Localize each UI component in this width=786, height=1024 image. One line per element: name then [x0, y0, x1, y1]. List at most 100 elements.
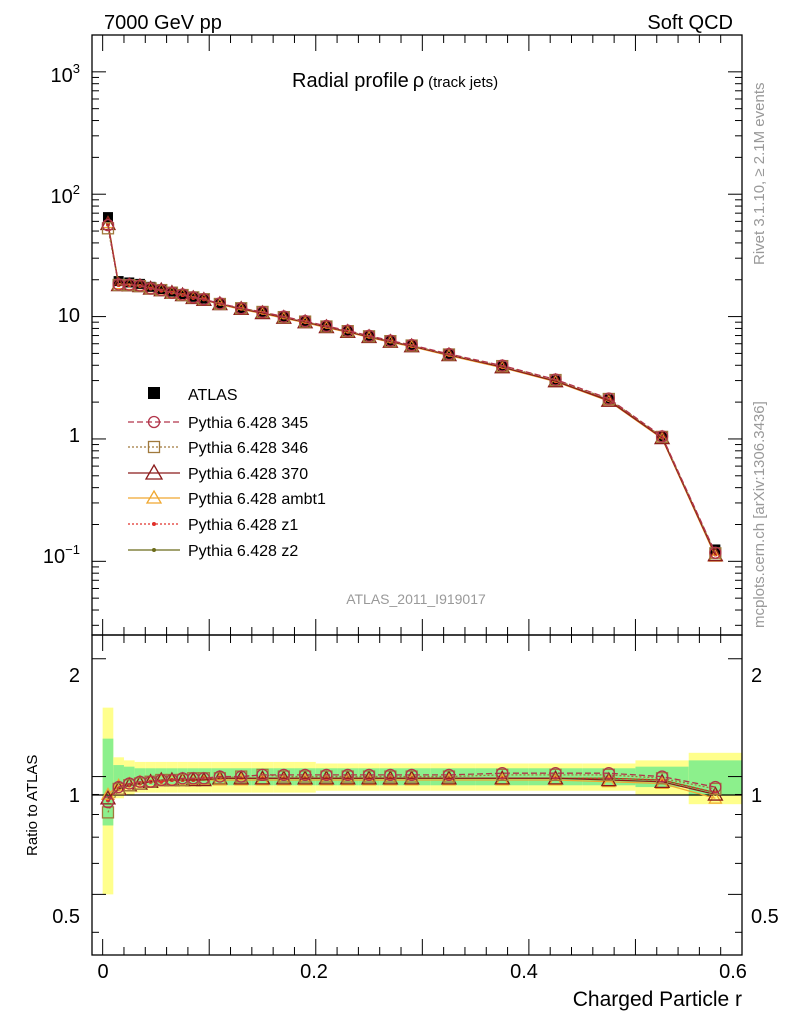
point — [655, 770, 669, 783]
point — [197, 293, 211, 306]
point — [653, 429, 671, 445]
atlas-point — [124, 277, 135, 288]
point — [213, 297, 227, 310]
ytick-0.1: 10−1 — [43, 542, 80, 568]
point — [101, 222, 115, 235]
band-inner — [177, 768, 188, 786]
xtick-0.2: 0.2 — [300, 961, 328, 983]
point — [298, 314, 312, 328]
point — [275, 769, 292, 785]
point — [297, 769, 314, 785]
band-inner — [113, 765, 124, 789]
xtick-0.6: 0.6 — [719, 961, 747, 983]
point — [655, 430, 669, 443]
main-y-ticks — [92, 34, 742, 626]
ratio-bands — [102, 707, 742, 895]
ratio-series-0 — [101, 767, 722, 809]
ytick-10: 10 — [58, 305, 80, 327]
ratio-ytick-2: 2 — [69, 665, 80, 687]
ratio-line — [107, 772, 716, 803]
point — [101, 796, 115, 809]
url-label: mcplots.cern.ch [arXiv:1306.3436] — [751, 401, 768, 628]
analysis-label: ATLAS_2011_I919017 — [346, 591, 486, 607]
point — [212, 772, 227, 786]
ratio-panel: 0.5 1 2 0.5 1 2 Ratio to ATLAS — [24, 634, 779, 956]
legend-345: Pythia 6.428 345 — [188, 415, 308, 432]
point — [707, 546, 724, 562]
point — [101, 806, 115, 819]
ratio-series — [99, 767, 724, 819]
legend-z2-marker — [152, 548, 156, 552]
point — [405, 338, 418, 352]
point — [362, 329, 376, 342]
xtick-0.4: 0.4 — [510, 961, 538, 983]
point — [254, 769, 271, 785]
point — [277, 310, 290, 323]
point — [213, 770, 227, 783]
legend-ambt1-marker — [145, 489, 163, 504]
band-inner — [187, 768, 199, 786]
ratio-frame — [91, 634, 743, 956]
ratio-ytick-right-1: 1 — [751, 785, 762, 807]
header-left: 7000 GeV pp — [104, 12, 222, 34]
legend-atlas-marker — [148, 387, 160, 399]
point — [602, 767, 615, 780]
point — [320, 319, 333, 333]
point — [101, 218, 115, 232]
legend-z1: Pythia 6.428 z1 — [188, 517, 298, 534]
ratio-ytick-right-0.5: 0.5 — [751, 906, 779, 928]
point — [233, 769, 250, 785]
point — [442, 347, 456, 361]
ratio-y-ticks — [92, 658, 742, 933]
rivet-label: Rivet 3.1.10, ≥ 2.1M events — [751, 83, 768, 266]
point — [440, 769, 458, 785]
point — [339, 769, 356, 785]
point — [384, 768, 397, 782]
legend-z1-marker — [152, 522, 156, 526]
legend-370: Pythia 6.428 370 — [188, 466, 308, 483]
point — [600, 771, 617, 787]
main-y-tick-labels: 103 102 10 1 10−1 — [43, 61, 80, 568]
series-line — [107, 225, 716, 554]
point — [197, 772, 211, 785]
point — [195, 771, 212, 787]
ratio-ylabel: Ratio to ATLAS — [24, 755, 41, 856]
band-inner — [155, 768, 167, 786]
point — [405, 768, 418, 782]
legend-346: Pythia 6.428 346 — [188, 440, 308, 457]
ytick-1000: 103 — [51, 61, 80, 87]
ratio-ytick-right-2: 2 — [751, 665, 762, 687]
point — [360, 769, 378, 785]
main-panel: 103 102 10 1 10−1 Radial profile ρ (track … — [43, 34, 743, 636]
point — [341, 324, 354, 337]
point — [709, 780, 722, 794]
point — [442, 768, 456, 782]
ytick-100: 102 — [51, 182, 80, 208]
ratio-x-ticks — [102, 635, 743, 955]
point — [495, 772, 510, 786]
ratio-ytick-1: 1 — [69, 785, 80, 807]
legend-z2: Pythia 6.428 z2 — [188, 543, 298, 560]
point — [548, 772, 563, 786]
chart-title: Radial profile ρ (track jets) — [292, 70, 498, 92]
point — [256, 305, 269, 319]
series-0 — [101, 218, 722, 559]
point — [709, 546, 722, 559]
point — [256, 768, 269, 782]
point — [277, 768, 290, 782]
xtick-0: 0 — [97, 961, 108, 983]
point — [549, 373, 562, 386]
point — [298, 768, 312, 782]
main-series — [99, 215, 724, 562]
ytick-1: 1 — [69, 425, 80, 447]
point — [601, 774, 616, 788]
legend-345-marker — [147, 415, 161, 429]
point — [318, 769, 335, 785]
main-x-ticks — [102, 35, 743, 635]
legend-370-marker — [144, 463, 164, 480]
point — [362, 768, 376, 782]
point — [600, 392, 617, 407]
band-inner — [166, 768, 178, 786]
point — [100, 787, 116, 800]
